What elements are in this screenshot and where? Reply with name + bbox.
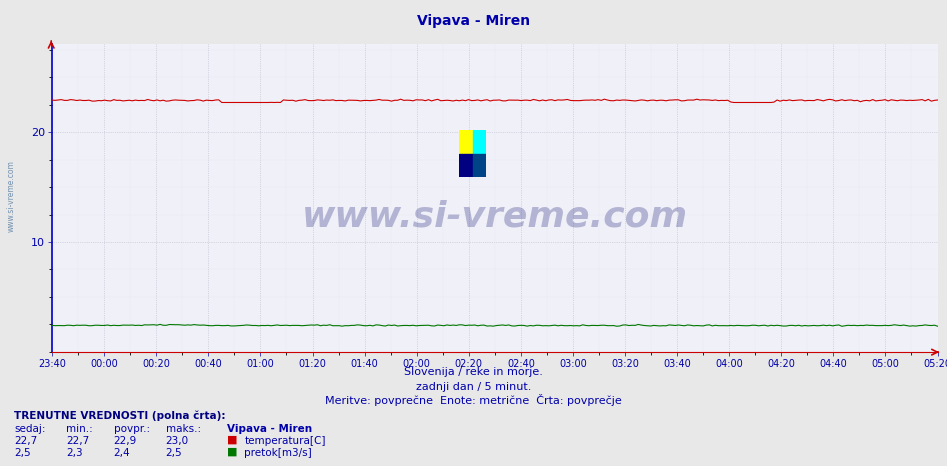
Text: www.si-vreme.com: www.si-vreme.com	[302, 199, 688, 233]
Text: pretok[m3/s]: pretok[m3/s]	[244, 448, 313, 458]
Text: ■: ■	[227, 446, 238, 456]
Bar	[459, 130, 473, 154]
Text: temperatura[C]: temperatura[C]	[244, 436, 326, 446]
Text: 22,9: 22,9	[114, 436, 137, 446]
Text: sedaj:: sedaj:	[14, 424, 45, 434]
Text: www.si-vreme.com: www.si-vreme.com	[7, 160, 16, 232]
Text: maks.:: maks.:	[166, 424, 201, 434]
Text: Meritve: povprečne  Enote: metrične  Črta: povprečje: Meritve: povprečne Enote: metrične Črta:…	[325, 395, 622, 406]
Text: povpr.:: povpr.:	[114, 424, 150, 434]
Text: ■: ■	[227, 435, 238, 445]
Bar	[459, 154, 473, 177]
Text: 2,5: 2,5	[166, 448, 183, 458]
Text: 22,7: 22,7	[66, 436, 90, 446]
Text: Slovenija / reke in morje.: Slovenija / reke in morje.	[404, 367, 543, 377]
Text: TRENUTNE VREDNOSTI (polna črta):: TRENUTNE VREDNOSTI (polna črta):	[14, 411, 225, 421]
Text: min.:: min.:	[66, 424, 93, 434]
Text: zadnji dan / 5 minut.: zadnji dan / 5 minut.	[416, 382, 531, 392]
Text: 23,0: 23,0	[166, 436, 188, 446]
Bar	[473, 130, 486, 154]
Text: 2,3: 2,3	[66, 448, 83, 458]
Bar	[473, 154, 486, 177]
Text: Vipava - Miren: Vipava - Miren	[417, 14, 530, 28]
Text: 2,5: 2,5	[14, 448, 31, 458]
Text: Vipava - Miren: Vipava - Miren	[227, 424, 313, 434]
Text: 2,4: 2,4	[114, 448, 131, 458]
Text: 22,7: 22,7	[14, 436, 38, 446]
